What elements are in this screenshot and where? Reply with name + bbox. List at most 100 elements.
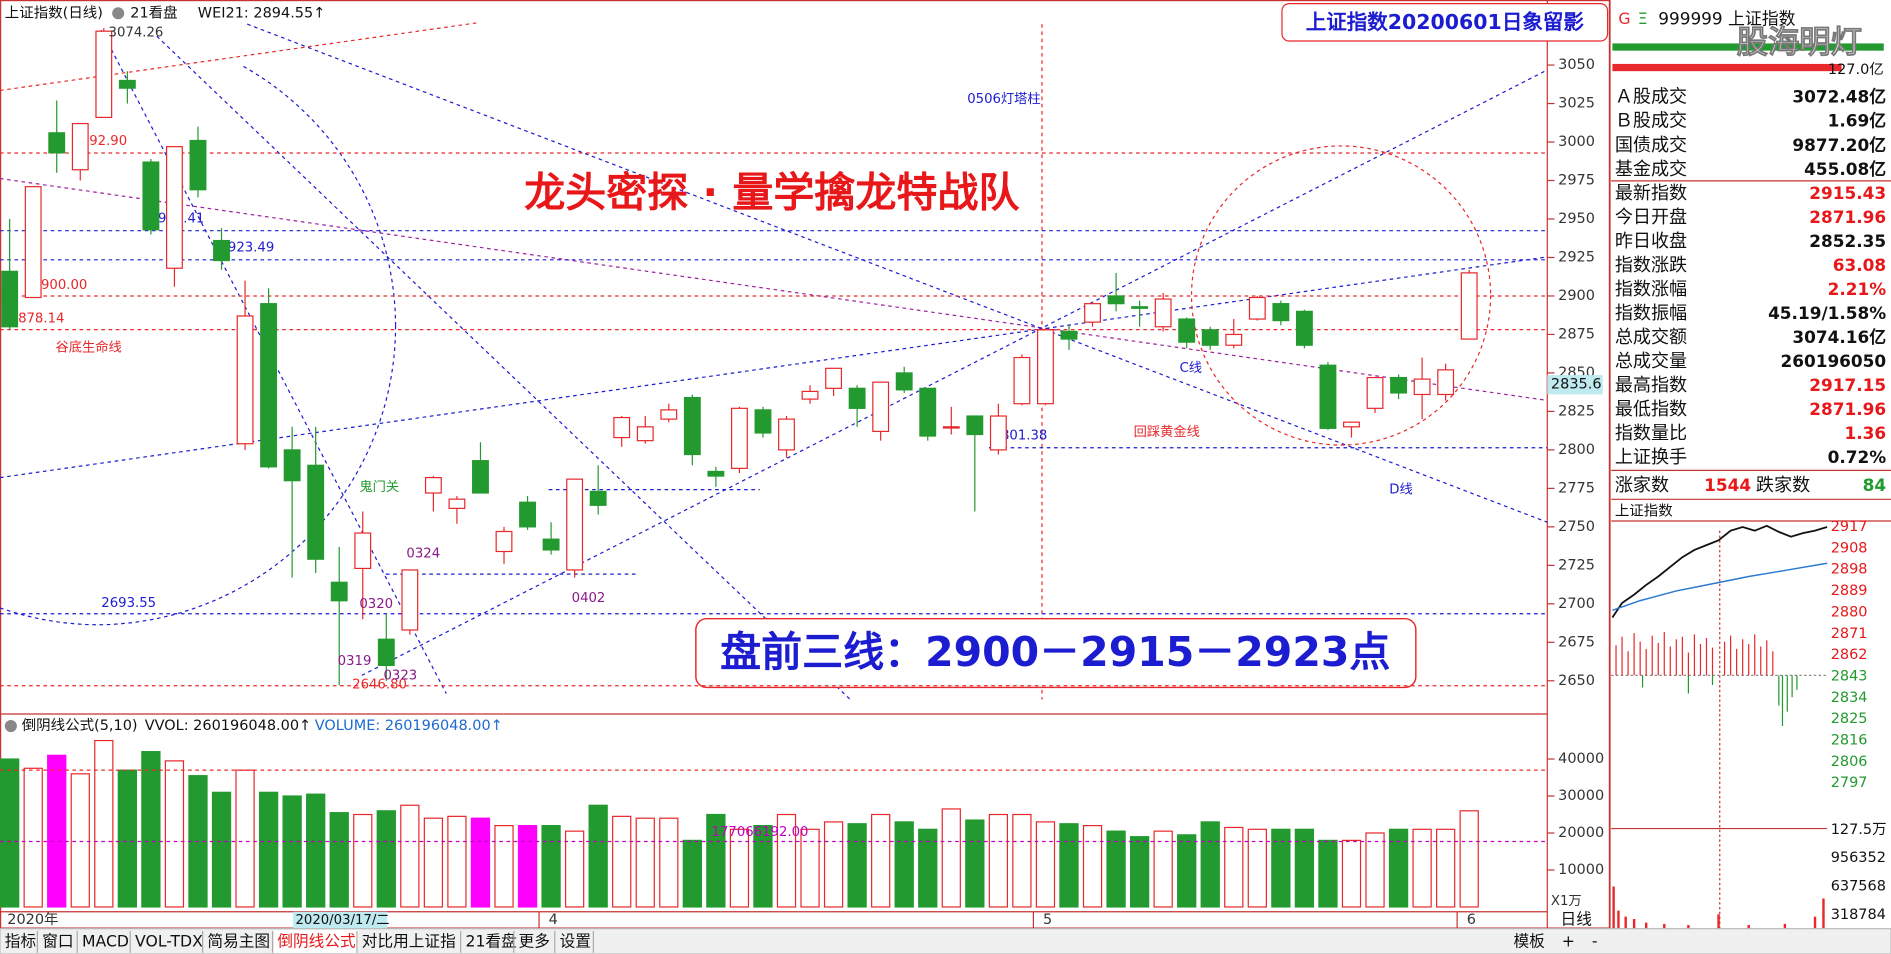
annotation: D线	[1389, 482, 1412, 498]
candle-body	[825, 367, 843, 389]
quote-label: 指数量比	[1615, 423, 1687, 444]
candle-body	[48, 132, 66, 154]
candle-body	[942, 426, 960, 429]
x-tick-label: 6	[1467, 912, 1476, 928]
toolbar-button[interactable]: -	[1592, 931, 1598, 950]
candle-body	[660, 409, 678, 420]
volume-bar	[564, 830, 585, 908]
adv-label: 涨家数	[1615, 475, 1669, 496]
tab-label[interactable]: 21看盘	[130, 3, 177, 21]
volume-bar	[988, 813, 1009, 908]
quote-label: 总成交额	[1615, 327, 1687, 348]
toolbar-button[interactable]: +	[1562, 931, 1575, 950]
candle-body	[424, 477, 442, 494]
quote-label: Ａ股成交	[1615, 87, 1687, 108]
y-tick-label: 2775	[1558, 480, 1595, 496]
volume-bar	[894, 821, 914, 908]
volume-vvol: VVOL: 260196048.00↑	[145, 718, 311, 734]
volume-bar	[1106, 830, 1126, 908]
volume-bar	[1341, 839, 1362, 908]
quote-label: 指数振幅	[1615, 303, 1687, 324]
volume-label: VOLUME: 260196048.00↑	[315, 718, 503, 734]
toolbar-tab[interactable]: 简易主图	[207, 931, 270, 950]
candle-body	[1178, 318, 1196, 343]
candle-body	[1295, 310, 1313, 346]
quote-value: 260196050	[1780, 351, 1886, 371]
quote-label: 总成交量	[1615, 351, 1687, 372]
toolbar-tab[interactable]: 指标	[5, 931, 36, 950]
quote-label: 昨日收盘	[1615, 231, 1687, 252]
quote-label: 指数涨幅	[1615, 279, 1687, 300]
mini-price-label: 2806	[1831, 754, 1868, 770]
mini-price-label: 2825	[1831, 711, 1868, 727]
quote-label: 指数涨跌	[1615, 255, 1687, 276]
toolbar-button[interactable]: 模板	[1514, 931, 1546, 950]
volume-bar	[1459, 810, 1479, 908]
volume-bar	[635, 817, 655, 908]
candle-body	[24, 186, 42, 299]
period-tab[interactable]: 日线	[1561, 910, 1593, 929]
chart-title: 上证指数(日线)	[5, 4, 103, 21]
candle-body	[566, 478, 584, 571]
quote-value: 1.36	[1845, 423, 1887, 443]
quote-label: 最高指数	[1615, 375, 1687, 396]
candle-body	[613, 416, 631, 439]
cursor-date: 2020/03/17/二	[295, 913, 389, 928]
volume-bar	[353, 813, 373, 908]
y-tick-label: 3025	[1558, 96, 1595, 112]
candle-body	[1131, 306, 1149, 309]
candle-body	[707, 470, 725, 477]
toolbar-tab[interactable]: MACD	[82, 931, 129, 950]
watermark: 股海明灯	[1737, 24, 1862, 60]
toolbar-tab[interactable]: VOL-TDX	[135, 931, 203, 950]
mini-price-label: 2816	[1831, 733, 1868, 749]
y-tick-label: 2725	[1558, 557, 1595, 573]
candle-body	[1201, 329, 1219, 346]
toolbar-tab[interactable]: 更多	[519, 931, 550, 950]
volume-bar	[306, 793, 326, 908]
candle-body	[330, 581, 348, 602]
candle-body	[165, 146, 183, 269]
y-tick-label: 2800	[1558, 442, 1595, 458]
annotation: 回踩黄金线	[1134, 424, 1200, 440]
mini-chart	[1611, 43, 1891, 935]
volume-bar	[612, 815, 632, 908]
candle-body	[895, 372, 913, 391]
y-tick-label: 2900	[1558, 288, 1595, 304]
volume-bar	[447, 815, 467, 908]
toolbar-tab[interactable]: 21看盘	[466, 931, 517, 950]
candle-body	[1107, 295, 1125, 305]
dec-value: 84	[1863, 475, 1886, 495]
candle-body	[236, 315, 254, 445]
toolbar-tab[interactable]: 对比用上证指	[362, 931, 456, 950]
volume-bar	[1318, 839, 1338, 908]
volume-bar	[1412, 828, 1432, 908]
volume-bar	[729, 828, 750, 908]
volume-bar	[400, 804, 420, 908]
volume-bar	[1153, 830, 1173, 908]
quote-value: 63.08	[1833, 255, 1886, 275]
candle-body	[778, 418, 795, 451]
candle-body	[1390, 376, 1408, 394]
volume-bar	[1082, 824, 1103, 908]
indicator: WEI21: 2894.55↑	[198, 5, 326, 21]
candle-body	[1319, 364, 1337, 429]
candle-body	[1460, 272, 1478, 340]
candle-body	[966, 415, 984, 436]
callout: 盘前三线：2900－2915－2923点	[720, 628, 1390, 676]
toolbar-tab[interactable]: 倒阴线公式	[277, 931, 356, 950]
candle-body	[1013, 356, 1031, 405]
quote-label: 上证换手	[1615, 447, 1687, 468]
candle-body	[1343, 421, 1360, 428]
annotation: 3074.26	[109, 26, 164, 41]
candle-body	[683, 396, 701, 456]
y-tick-label: 2650	[1558, 673, 1595, 689]
x-tick-label: 2020年	[7, 911, 58, 928]
toolbar-tab[interactable]: 窗口	[42, 931, 73, 950]
volume-bar	[847, 823, 867, 908]
quote-value: 2917.15	[1809, 375, 1886, 395]
toolbar-tab[interactable]: 设置	[560, 931, 591, 950]
mini-price-label: 2917	[1831, 519, 1868, 535]
annotation: 0320	[359, 597, 393, 612]
volume-bar	[918, 828, 938, 908]
